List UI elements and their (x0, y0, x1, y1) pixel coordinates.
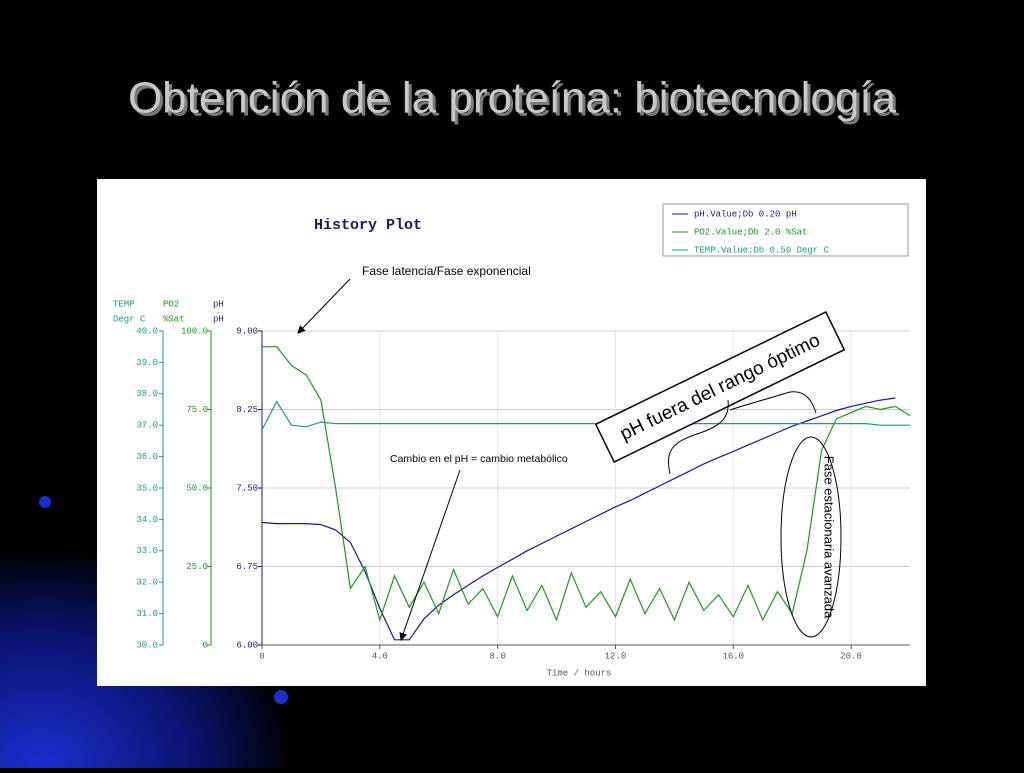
x-tick-label: 16.0 (722, 651, 744, 661)
y-tick-label: 9.00 (236, 326, 258, 336)
annotation: Fase latencia/Fase exponencial (362, 264, 531, 278)
chart-title: History Plot (314, 217, 422, 234)
brace (729, 391, 817, 414)
y-axis-label: PO2 (163, 299, 179, 309)
y-axis-label: pH (213, 299, 224, 309)
y-axis-label: %Sat (163, 314, 185, 324)
y-tick-label: 40.0 (136, 326, 158, 336)
slide-title: Obtención de la proteína: biotecnología (128, 74, 897, 123)
slide-title-shadow: Obtención de la proteína: biotecnología (131, 77, 900, 126)
y-tick-label: 39.0 (136, 358, 158, 368)
x-tick-label: 20.0 (840, 651, 862, 661)
brace (668, 399, 729, 475)
y-tick-label: 37.0 (136, 421, 158, 431)
y-tick-label: 25.0 (186, 562, 208, 572)
legend-label: TEMP.Value;Db 0.50 Degr C (694, 245, 830, 255)
y-axis-label: pH (213, 314, 224, 324)
series-line (261, 400, 910, 431)
y-tick-label: 8.25 (236, 405, 258, 415)
x-tick-label: 8.0 (490, 651, 506, 661)
x-tick-label: 0 (259, 651, 264, 661)
y-tick-label: 36.0 (136, 452, 158, 462)
y-tick-label: 100.0 (181, 326, 208, 336)
legend (662, 203, 909, 257)
decor-dot (274, 690, 288, 704)
y-axis-label: TEMP (113, 299, 135, 309)
y-tick-label: 0 (203, 640, 208, 650)
y-tick-label: 32.0 (136, 578, 158, 588)
highlight-ellipse (780, 436, 842, 638)
y-tick-label: 34.0 (136, 515, 158, 525)
y-tick-label: 35.0 (136, 483, 158, 493)
y-tick-label: 31.0 (136, 609, 158, 619)
plot-area: 30.0 31.0 32.0 33.0 34.0 35.0 36.0 37.0 38.0 39.0… (113, 209, 911, 661)
annotation: Fase estacionaria avanzada (822, 456, 837, 619)
x-tick-label: 12.0 (605, 651, 627, 661)
legend-label: PO2.Value;Db 2.0 %Sat (694, 227, 807, 237)
series-line (261, 397, 896, 641)
y-tick-label: 38.0 (136, 389, 158, 399)
annotation-frame (594, 311, 846, 463)
y-tick-label: 7.50 (236, 483, 258, 493)
annotation: Cambio en el pH = cambio metabólico (390, 453, 568, 465)
y-tick-label: 6.75 (236, 562, 258, 572)
y-tick-label: 6.00 (236, 640, 258, 650)
y-tick-label: 33.0 (136, 546, 158, 556)
x-tick-label: 4.0 (372, 651, 388, 661)
annotation-arrow (297, 278, 351, 334)
annotation-arrow (399, 469, 461, 641)
y-tick-label: 50.0 (186, 483, 208, 493)
series-line (262, 346, 911, 622)
y-tick-label: 30.0 (136, 640, 158, 650)
x-axis-label: Time / hours (547, 668, 612, 678)
decor-dot (39, 496, 51, 508)
legend-label: pH.Value;Db 0.20 pH (694, 209, 797, 219)
y-axis-label: Degr C (113, 314, 146, 324)
y-tick-label: 75.0 (186, 405, 208, 415)
